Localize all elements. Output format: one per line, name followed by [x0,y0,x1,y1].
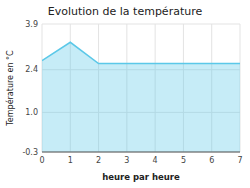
y-grid-line [42,24,240,25]
y-tick-label: -0.3 [22,148,38,157]
chart: -0.3 1.0 2.4 3.9 0 1 2 3 4 5 6 7 Evolution de la tem… [0,0,250,188]
x-tick-label: 1 [68,156,73,165]
x-tick-label: 2 [96,156,101,165]
title: Evolution de la température [48,5,203,18]
x-axis-label: heure par heure [102,172,180,182]
grid [42,24,240,152]
x-tick-label: 0 [39,156,44,165]
x-tick-label: 3 [124,156,129,165]
line [42,42,240,63]
x-tick-label: 4 [153,156,158,165]
plot-area [42,42,240,152]
x-tick-label: 6 [209,156,214,165]
x-tick-label: 5 [181,156,186,165]
y-tick-label: 1.0 [25,108,38,117]
y-tick-label: 2.4 [25,65,38,74]
y-grid-line [42,152,240,153]
x-tick-label: 7 [237,156,242,165]
x-axis-line [42,152,240,153]
area [42,42,240,152]
y-axis-label: Température en °C [5,50,15,127]
y-tick-label: 3.9 [25,20,38,29]
